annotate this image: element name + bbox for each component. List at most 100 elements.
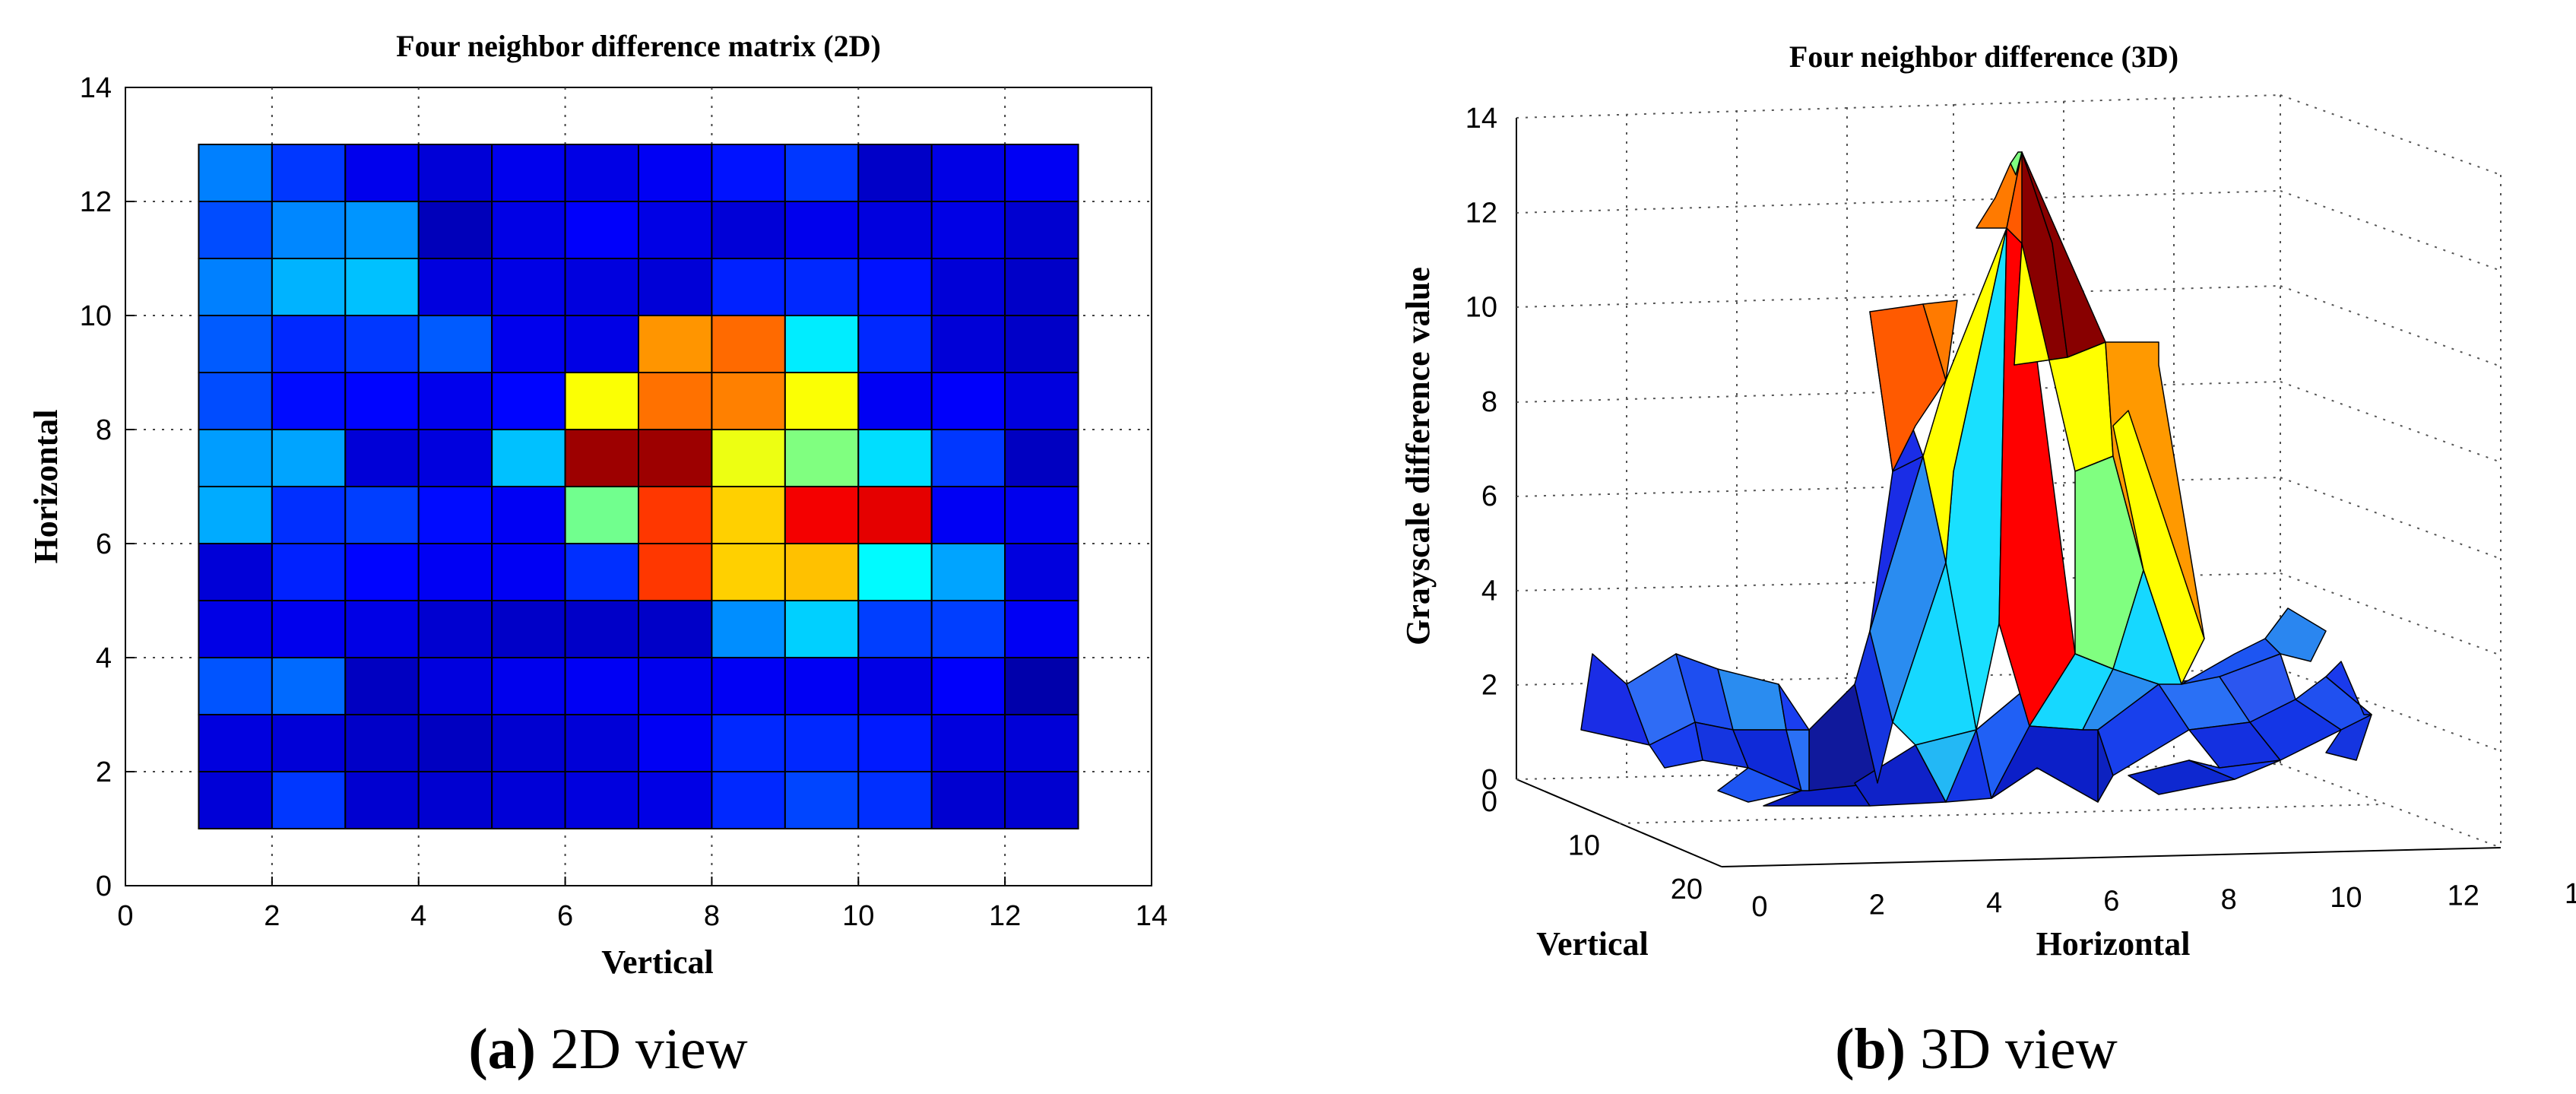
heatmap-cell	[930, 771, 1006, 829]
heatmap-cell	[784, 657, 860, 715]
heatmap-y-tick-label: 8	[96, 414, 112, 446]
heatmap-cell	[711, 372, 786, 430]
heatmap-cell	[638, 372, 713, 430]
surface-x-tick-label: 12	[2448, 880, 2479, 912]
heatmap-y-tick-label: 2	[96, 756, 112, 788]
surface-z-axis-label: Grayscale difference value	[1399, 267, 1437, 645]
heatmap-cell	[198, 657, 273, 715]
heatmap-cell	[1004, 372, 1079, 430]
heatmap-x-tick-label: 6	[557, 900, 573, 932]
heatmap-cell	[491, 486, 566, 544]
heatmap-cell	[417, 144, 493, 202]
heatmap-cell	[784, 258, 860, 316]
heatmap-cell	[1004, 543, 1079, 601]
heatmap-cell	[198, 144, 273, 202]
heatmap-cell	[784, 429, 860, 487]
heatmap-cell	[417, 486, 493, 544]
heatmap-cell	[930, 714, 1006, 772]
heatmap-cell	[564, 258, 639, 316]
heatmap-cell	[638, 258, 713, 316]
heatmap-cell	[857, 486, 933, 544]
heatmap-cell	[198, 315, 273, 373]
heatmap-cell	[564, 600, 639, 658]
heatmap-cell	[857, 714, 933, 772]
caption-b-text: 3D view	[1906, 1017, 2118, 1081]
heatmap-cell	[784, 543, 860, 601]
surface-facet	[2188, 759, 2281, 780]
heatmap-cell	[198, 714, 273, 772]
heatmap-cell	[417, 315, 493, 373]
heatmap-cell	[198, 258, 273, 316]
caption-b-label: (b)	[1835, 1017, 1906, 1081]
heatmap-y-tick-label: 14	[80, 72, 112, 104]
heatmap-cell	[271, 543, 347, 601]
heatmap-cell	[344, 657, 420, 715]
heatmap-cell	[784, 201, 860, 259]
heatmap-cell	[711, 201, 786, 259]
heatmap-cell	[1004, 429, 1079, 487]
heatmap-cell	[417, 543, 493, 601]
surface-facet	[2181, 638, 2281, 685]
heatmap-cell	[930, 657, 1006, 715]
heatmap-cell	[198, 486, 273, 544]
heatmap-cell	[564, 771, 639, 829]
caption-b: (b) 3D view	[1835, 1017, 2118, 1081]
heatmap-cell	[271, 372, 347, 430]
heatmap-cell	[638, 657, 713, 715]
surface-facet	[2112, 410, 2205, 685]
surface-chart: 0 2 4 6 8 10 12 14 0 10 20 0 2 4 6 8 10 12 14 Four neighbo…	[1399, 40, 2576, 962]
heatmap-y-tick-label: 4	[96, 642, 112, 674]
surface-facet	[2325, 714, 2372, 761]
heatmap-cell	[1004, 315, 1079, 373]
surface-facet	[1717, 767, 1802, 803]
heatmap-cell	[491, 714, 566, 772]
heatmap-cell	[344, 201, 420, 259]
heatmap-cell	[564, 429, 639, 487]
heatmap-cell	[784, 315, 860, 373]
heatmap-cell	[638, 144, 713, 202]
surface-x-tick-label: 8	[2221, 883, 2237, 915]
heatmap-x-axis-label: Vertical	[601, 943, 713, 981]
heatmap-cell	[198, 372, 273, 430]
heatmap-cell	[930, 315, 1006, 373]
heatmap-chart: 0 2 4 6 8 10 12 14 0 2 4 6 8 10 12 14 Four neighbor dif…	[27, 29, 1168, 981]
caption-a-text: 2D view	[536, 1017, 748, 1081]
heatmap-cell	[784, 714, 860, 772]
heatmap-cell	[857, 429, 933, 487]
heatmap-cell	[638, 714, 713, 772]
heatmap-cell	[638, 771, 713, 829]
heatmap-x-tick-label: 14	[1136, 900, 1168, 932]
heatmap-cell	[344, 258, 420, 316]
heatmap-cells	[198, 144, 1079, 829]
heatmap-cell	[417, 258, 493, 316]
surface-z-tick-label: 8	[1481, 386, 1497, 418]
heatmap-cell	[491, 372, 566, 430]
heatmap-cell	[344, 486, 420, 544]
heatmap-cell	[638, 486, 713, 544]
heatmap-cell	[271, 201, 347, 259]
heatmap-cell	[491, 600, 566, 658]
surface-y-tick-label: 10	[1568, 830, 1600, 862]
heatmap-cell	[1004, 144, 1079, 202]
heatmap-cell	[271, 714, 347, 772]
heatmap-cell	[564, 657, 639, 715]
surface-z-tick-label: 4	[1481, 575, 1497, 607]
heatmap-cell	[1004, 657, 1079, 715]
heatmap-cell	[271, 315, 347, 373]
heatmap-cell	[271, 657, 347, 715]
heatmap-cell	[491, 429, 566, 487]
heatmap-cell	[930, 600, 1006, 658]
heatmap-cell	[711, 771, 786, 829]
heatmap-cell	[857, 543, 933, 601]
heatmap-cell	[857, 771, 933, 829]
surface-facet	[2325, 661, 2372, 715]
surface-z-tick-label: 10	[1465, 292, 1497, 324]
heatmap-cell	[784, 144, 860, 202]
heatmap-cell	[711, 543, 786, 601]
heatmap-cell	[711, 714, 786, 772]
heatmap-cell	[930, 258, 1006, 316]
heatmap-cell	[417, 600, 493, 658]
surface-ticks: 0 2 4 6 8 10 12 14 0 10 20 0 2 4 6 8 10 12 14	[1465, 103, 2576, 923]
heatmap-cell	[564, 315, 639, 373]
heatmap-cell	[564, 486, 639, 544]
